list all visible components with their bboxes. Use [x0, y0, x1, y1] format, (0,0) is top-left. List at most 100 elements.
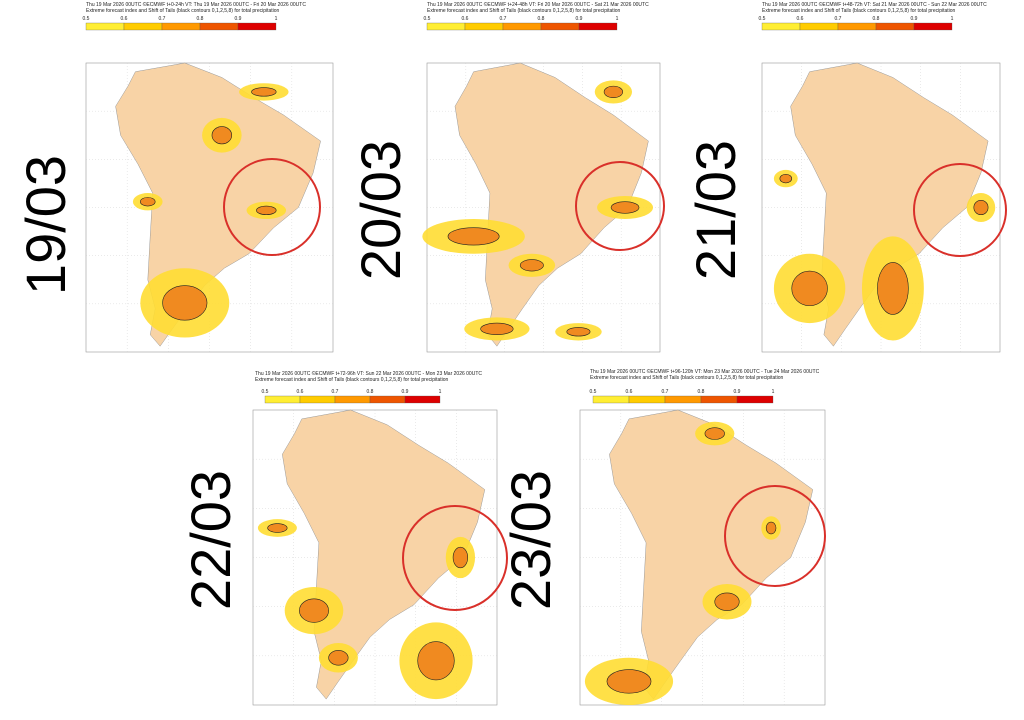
colorbar-segment	[913, 22, 953, 31]
date-label: 20/03	[349, 140, 412, 280]
continent	[454, 62, 649, 347]
panel-header: Extreme forecast index and Shift of Tail…	[590, 375, 784, 381]
colorbar-tick-label: 0.6	[462, 16, 469, 22]
colorbar-segment	[736, 395, 774, 404]
colorbar-segment	[837, 22, 877, 31]
highlight-circle	[223, 158, 321, 256]
colorbar-segment	[761, 22, 801, 31]
colorbar-tick-label: 0.7	[835, 16, 842, 22]
colorbar-tick-label: 0.8	[873, 16, 880, 22]
efi-area	[480, 322, 514, 335]
efi-area	[765, 521, 777, 535]
colorbar-tick-label: 0.6	[797, 16, 804, 22]
efi-area	[299, 598, 329, 623]
colorbar-tick-label: 0.6	[121, 16, 128, 22]
map-panel: Thu 19 Mar 2026 00UTC ©ECMWF t+24-48h VT…	[349, 1, 665, 353]
efi-area	[417, 641, 455, 681]
panel-header: Thu 19 Mar 2026 00UTC ©ECMWF t+24-48h VT…	[427, 1, 649, 8]
colorbar-tick-label: 1	[439, 389, 442, 395]
colorbar-segment	[875, 22, 915, 31]
efi-area	[603, 85, 624, 98]
colorbar-segment	[502, 22, 542, 31]
efi-area	[714, 592, 740, 611]
colorbar-tick-label: 0.5	[424, 16, 431, 22]
colorbar-segment	[464, 22, 504, 31]
colorbar-tick-label: 0.8	[538, 16, 545, 22]
colorbar-segment	[799, 22, 839, 31]
panel-header: Thu 19 Mar 2026 00UTC ©ECMWF t+72-96h VT…	[255, 370, 482, 377]
colorbar-segment	[369, 395, 406, 404]
efi-area	[162, 285, 208, 321]
panel-header: Extreme forecast index and Shift of Tail…	[762, 8, 956, 14]
panel-header: Thu 19 Mar 2026 00UTC ©ECMWF t+96-120h V…	[590, 368, 820, 375]
efi-area	[452, 546, 469, 569]
colorbar-tick-label: 1	[616, 16, 619, 22]
efi-area	[328, 650, 349, 666]
colorbar-segment	[199, 22, 239, 31]
colorbar-tick-label: 0.5	[83, 16, 90, 22]
colorbar-segment	[592, 395, 630, 404]
colorbar-segment	[404, 395, 441, 404]
colorbar-segment	[628, 395, 666, 404]
continent	[609, 409, 814, 700]
colorbar-segment	[123, 22, 163, 31]
efi-area	[877, 262, 909, 315]
colorbar-tick-label: 0.5	[262, 389, 269, 395]
panel-header: Thu 19 Mar 2026 00UTC ©ECMWF t+0-24h VT:…	[86, 1, 306, 8]
efi-area	[791, 270, 828, 307]
colorbar-tick-label: 0.7	[159, 16, 166, 22]
colorbar-segment	[334, 395, 371, 404]
colorbar-tick-label: 0.9	[734, 389, 741, 395]
colorbar-tick-label: 0.7	[662, 389, 669, 395]
colorbar-tick-label: 1	[772, 389, 775, 395]
efi-area	[267, 523, 288, 533]
map-panel: Thu 19 Mar 2026 00UTC ©ECMWF t+96-120h V…	[499, 368, 826, 706]
colorbar-segment	[264, 395, 301, 404]
efi-area	[610, 201, 640, 214]
panel-header: Extreme forecast index and Shift of Tail…	[255, 377, 449, 383]
colorbar-tick-label: 0.5	[759, 16, 766, 22]
efi-area	[606, 669, 652, 694]
colorbar-segment	[578, 22, 618, 31]
panel-header: Thu 19 Mar 2026 00UTC ©ECMWF t+48-72h VT…	[762, 1, 987, 8]
colorbar-tick-label: 0.8	[367, 389, 374, 395]
efi-area	[211, 126, 233, 145]
efi-area	[519, 259, 544, 272]
map-panel: Thu 19 Mar 2026 00UTC ©ECMWF t+0-24h VT:…	[14, 1, 334, 353]
efi-area	[140, 197, 156, 207]
highlight-circle	[724, 485, 826, 587]
date-label: 21/03	[684, 140, 747, 280]
colorbar-tick-label: 0.9	[911, 16, 918, 22]
date-label: 19/03	[14, 155, 77, 295]
colorbar-segment	[161, 22, 201, 31]
colorbar-segment	[540, 22, 580, 31]
colorbar-tick-label: 0.7	[332, 389, 339, 395]
efi-area	[251, 87, 277, 97]
colorbar-segment	[426, 22, 466, 31]
highlight-circle	[575, 161, 665, 251]
colorbar-tick-label: 1	[951, 16, 954, 22]
efi-area	[779, 173, 793, 184]
colorbar-tick-label: 0.7	[500, 16, 507, 22]
efi-area	[704, 427, 725, 440]
panel-header: Extreme forecast index and Shift of Tail…	[427, 8, 621, 14]
efi-area	[566, 327, 591, 337]
colorbar-segment	[85, 22, 125, 31]
highlight-circle	[913, 163, 1007, 257]
highlight-circle	[402, 505, 508, 611]
colorbar-tick-label: 0.8	[197, 16, 204, 22]
efi-area	[256, 205, 277, 216]
colorbar-tick-label: 0.9	[402, 389, 409, 395]
colorbar-tick-label: 0.6	[297, 389, 304, 395]
colorbar-tick-label: 0.9	[576, 16, 583, 22]
map-panel: Thu 19 Mar 2026 00UTC ©ECMWF t+72-96h VT…	[179, 370, 508, 706]
efi-area	[973, 199, 989, 216]
colorbar-segment	[237, 22, 277, 31]
map-panel: Thu 19 Mar 2026 00UTC ©ECMWF t+48-72h VT…	[684, 1, 1007, 353]
date-label: 23/03	[499, 470, 562, 610]
colorbar-segment	[700, 395, 738, 404]
colorbar-tick-label: 1	[275, 16, 278, 22]
colorbar-tick-label: 0.9	[235, 16, 242, 22]
colorbar-tick-label: 0.5	[590, 389, 597, 395]
